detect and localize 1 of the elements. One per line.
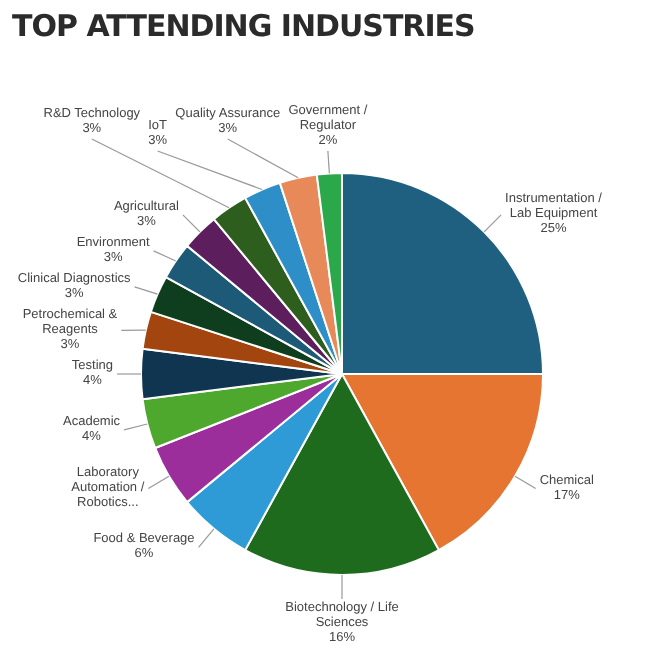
chart-title: TOP ATTENDING INDUSTRIES [12,8,477,48]
